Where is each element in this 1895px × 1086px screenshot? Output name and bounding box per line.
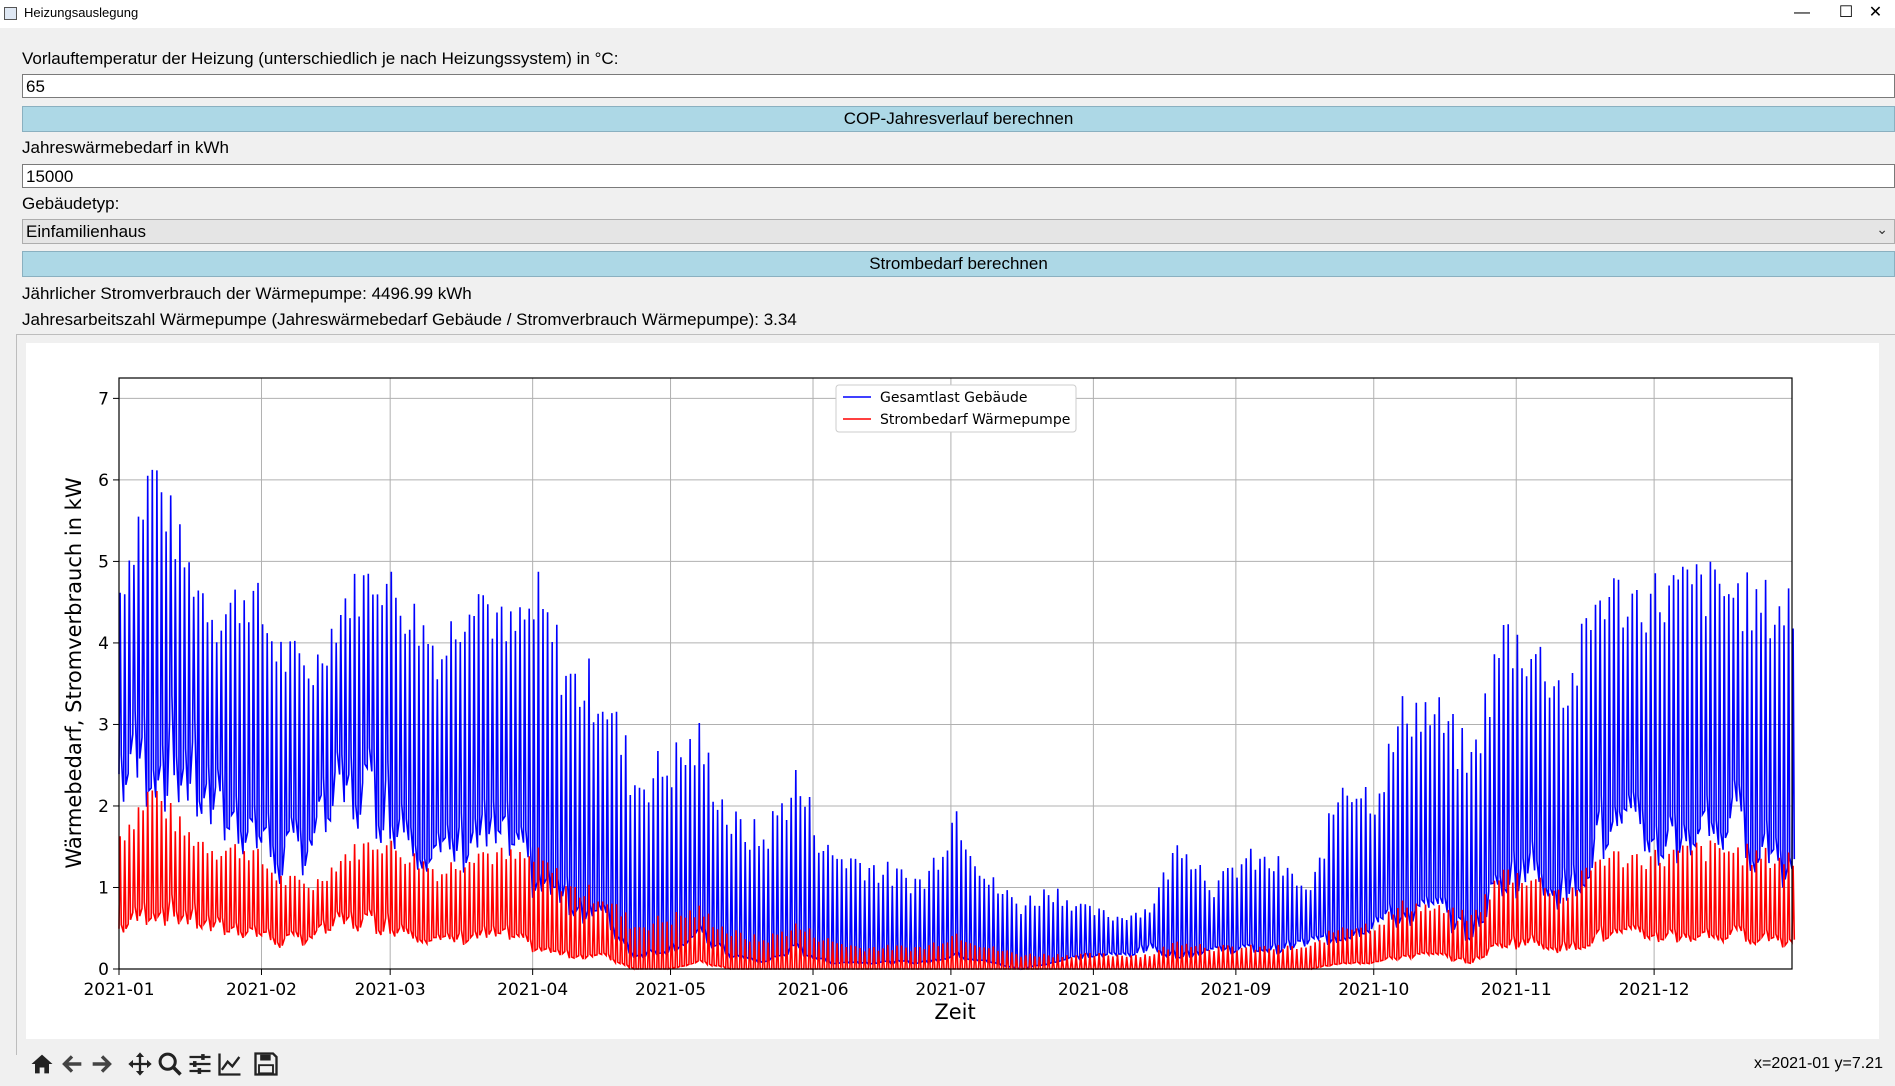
x-tick-label: 2021-10	[1338, 980, 1409, 1000]
back-icon[interactable]	[58, 1050, 86, 1078]
zoom-icon[interactable]	[156, 1050, 184, 1078]
cursor-coordinates: x=2021-01 y=7.21	[1754, 1055, 1883, 1072]
legend-box	[835, 384, 1077, 433]
y-tick-label: 7	[98, 389, 109, 409]
app-window-icon	[4, 7, 17, 20]
y-tick-label: 1	[98, 878, 109, 898]
series-line-gesamtlast	[118, 469, 1796, 971]
y-tick-label: 5	[98, 552, 109, 572]
maximize-icon[interactable]: ☐	[1838, 4, 1854, 21]
plot-frame	[118, 377, 1793, 970]
chevron-down-icon: ⌄	[1876, 221, 1888, 237]
y-tick-label: 2	[98, 797, 109, 817]
power-calc-button[interactable]: Strombedarf berechnen	[22, 251, 1895, 277]
y-tick-label: 4	[98, 634, 109, 654]
result-spf-text: Jahresarbeitszahl Wärmepumpe (Jahreswärm…	[22, 310, 797, 329]
y-tick-label: 6	[98, 471, 109, 491]
edit-axis-icon[interactable]	[216, 1050, 244, 1078]
heat-demand-input[interactable]: 15000	[22, 164, 1895, 188]
series-line-strombedarf	[118, 790, 1796, 971]
heat-demand-label: Jahreswärmebedarf in kWh	[22, 138, 229, 157]
configure-subplots-icon[interactable]	[186, 1050, 214, 1078]
building-type-select[interactable]: Einfamilienhaus ⌄	[22, 219, 1895, 244]
forward-icon[interactable]	[88, 1050, 116, 1078]
legend-label-strombedarf: Strombedarf Wärmepumpe	[880, 412, 1070, 428]
x-axis-label: Zeit	[934, 1000, 975, 1024]
y-tick-label: 0	[98, 960, 109, 980]
x-tick-label: 2021-11	[1481, 980, 1552, 1000]
close-icon[interactable]: ✕	[1868, 4, 1883, 21]
minimize-icon[interactable]: —	[1794, 4, 1810, 21]
x-tick-label: 2021-08	[1058, 980, 1129, 1000]
y-axis-label: Wärmebedarf, Stromverbrauch in kW	[62, 477, 86, 868]
building-type-value: Einfamilienhaus	[26, 222, 147, 241]
x-tick-label: 2021-12	[1619, 980, 1690, 1000]
result-power-text: Jährlicher Stromverbrauch der Wärmepumpe…	[22, 284, 472, 303]
home-icon[interactable]	[28, 1050, 56, 1078]
chart[interactable]: 0 1 2 3 4 5 6 7 2021-01 2021-02 2021-03 2021-04 202…	[26, 343, 1879, 1039]
pan-icon[interactable]	[126, 1050, 154, 1078]
flow-temp-input[interactable]: 65	[22, 74, 1895, 98]
x-tick-label: 2021-05	[635, 980, 706, 1000]
flow-temp-label: Vorlauftemperatur der Heizung (unterschi…	[22, 49, 619, 68]
x-tick-label: 2021-06	[778, 980, 849, 1000]
save-icon[interactable]	[252, 1050, 280, 1078]
x-tick-label: 2021-09	[1200, 980, 1271, 1000]
x-tick-label: 2021-03	[355, 980, 426, 1000]
legend-label-gesamtlast: Gesamtlast Gebäude	[880, 390, 1027, 406]
x-tick-label: 2021-01	[83, 980, 154, 1000]
y-tick-label: 3	[98, 715, 109, 735]
title-bar: Heizungsauslegung — ☐ ✕	[0, 0, 1895, 28]
cop-calc-button[interactable]: COP-Jahresverlauf berechnen	[22, 106, 1895, 132]
x-tick-label: 2021-02	[226, 980, 297, 1000]
building-type-label: Gebäudetyp:	[22, 194, 120, 213]
x-tick-label: 2021-04	[497, 980, 568, 1000]
window-title: Heizungsauslegung	[24, 5, 139, 20]
x-tick-label: 2021-07	[915, 980, 986, 1000]
legend: Gesamtlast Gebäude Strombedarf Wärmepump…	[835, 384, 1077, 433]
